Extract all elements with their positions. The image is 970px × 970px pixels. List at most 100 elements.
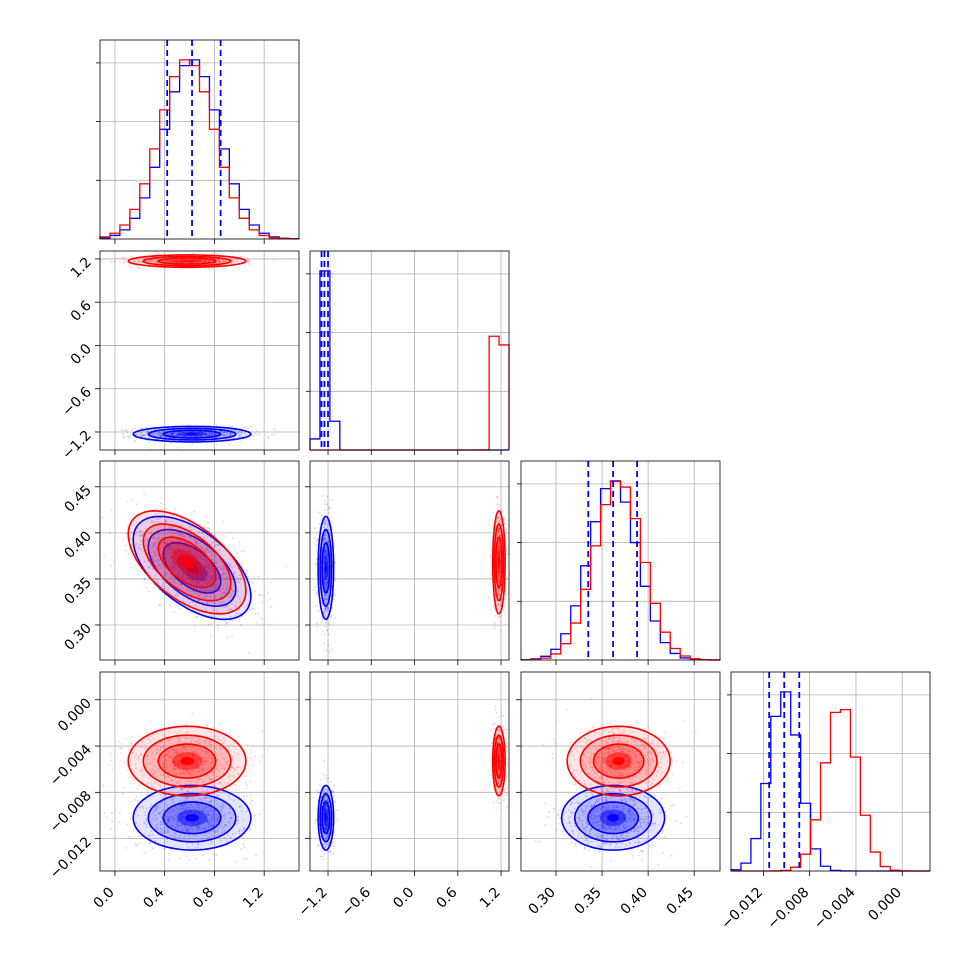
scatter-point <box>222 431 225 433</box>
scatter-point <box>178 570 181 573</box>
scatter-point <box>217 543 220 546</box>
scatter-point <box>171 433 174 436</box>
scatter-point <box>216 443 219 446</box>
scatter-point <box>173 432 176 434</box>
scatter-point <box>218 590 221 593</box>
scatter-point <box>326 495 329 498</box>
scatter-point <box>228 424 231 427</box>
scatter-point <box>200 593 203 596</box>
scatter-point <box>207 432 210 435</box>
scatter-point <box>195 555 198 558</box>
scatter-point <box>110 564 112 567</box>
scatter-point <box>180 583 183 586</box>
scatter-point <box>209 432 211 435</box>
scatter-point <box>123 436 126 439</box>
scatter-point <box>173 545 176 548</box>
scatter-point <box>226 587 229 590</box>
scatter-point <box>177 532 180 535</box>
scatter-point <box>209 614 212 617</box>
scatter-point <box>324 509 327 512</box>
scatter-point <box>164 553 166 555</box>
scatter-point <box>315 594 318 596</box>
scatter-point <box>169 541 171 543</box>
scatter-point <box>154 542 157 545</box>
scatter-point <box>174 570 177 573</box>
scatter-point <box>172 589 175 592</box>
scatter-point <box>220 602 223 605</box>
scatter-point <box>171 849 173 852</box>
scatter-point <box>248 828 251 831</box>
scatter-point <box>171 581 174 583</box>
scatter-point <box>206 570 209 573</box>
scatter-point <box>129 554 132 557</box>
scatter-point <box>208 567 211 570</box>
scatter-point <box>159 526 162 529</box>
scatter-point <box>210 575 213 577</box>
scatter-point <box>159 435 162 438</box>
scatter-point <box>185 590 188 592</box>
scatter-point <box>188 549 191 552</box>
scatter-point <box>122 436 125 439</box>
scatter-point <box>174 508 176 510</box>
scatter-point <box>189 601 192 604</box>
scatter-point <box>236 430 239 433</box>
scatter-point <box>205 574 208 577</box>
scatter-point <box>216 624 219 627</box>
scatter-point <box>245 572 248 575</box>
scatter-point <box>208 580 211 583</box>
scatter-point <box>240 432 243 435</box>
scatter-point <box>164 559 166 562</box>
scatter-point <box>163 527 166 530</box>
scatter-point <box>251 582 254 585</box>
scatter-point <box>233 579 236 582</box>
scatter-point <box>191 590 193 593</box>
scatter-point <box>135 433 138 436</box>
scatter-point <box>196 581 199 584</box>
scatter-point <box>130 255 132 258</box>
scatter-point <box>162 591 165 594</box>
scatter-point <box>232 260 235 263</box>
scatter-point <box>205 559 208 561</box>
scatter-point <box>208 595 211 598</box>
scatter-point <box>225 587 227 590</box>
scatter-point <box>151 521 154 524</box>
scatter-point <box>171 566 174 569</box>
scatter-point <box>221 587 224 589</box>
scatter-point <box>137 842 140 845</box>
scatter-point <box>197 555 200 557</box>
scatter-point <box>212 613 214 616</box>
scatter-point <box>217 261 220 264</box>
scatter-point <box>176 546 179 549</box>
scatter-point <box>267 437 270 440</box>
scatter-contour-panel <box>309 460 510 661</box>
scatter-point <box>210 558 213 561</box>
scatter-point <box>123 256 126 259</box>
scatter-point <box>209 565 211 568</box>
scatter-point <box>241 615 244 618</box>
scatter-point <box>226 432 229 435</box>
scatter-point <box>138 546 141 549</box>
scatter-point <box>171 432 174 435</box>
scatter-point <box>158 432 160 435</box>
scatter-point <box>146 259 149 262</box>
scatter-point <box>191 575 194 578</box>
scatter-point <box>325 625 327 628</box>
scatter-point <box>221 434 223 437</box>
scatter-point <box>155 261 158 264</box>
scatter-point <box>125 429 128 431</box>
scatter-point <box>206 570 209 573</box>
scatter-point <box>506 548 509 550</box>
scatter-point <box>237 577 240 580</box>
scatter-point <box>204 550 207 553</box>
scatter-point <box>218 260 221 262</box>
scatter-point <box>178 574 181 576</box>
scatter-point <box>222 591 225 594</box>
scatter-point <box>154 551 157 554</box>
scatter-point <box>229 558 232 561</box>
scatter-point <box>202 260 205 263</box>
scatter-point <box>183 575 186 578</box>
scatter-point <box>329 507 332 510</box>
scatter-point <box>230 619 232 622</box>
scatter-point <box>201 596 204 599</box>
scatter-point <box>181 574 184 577</box>
